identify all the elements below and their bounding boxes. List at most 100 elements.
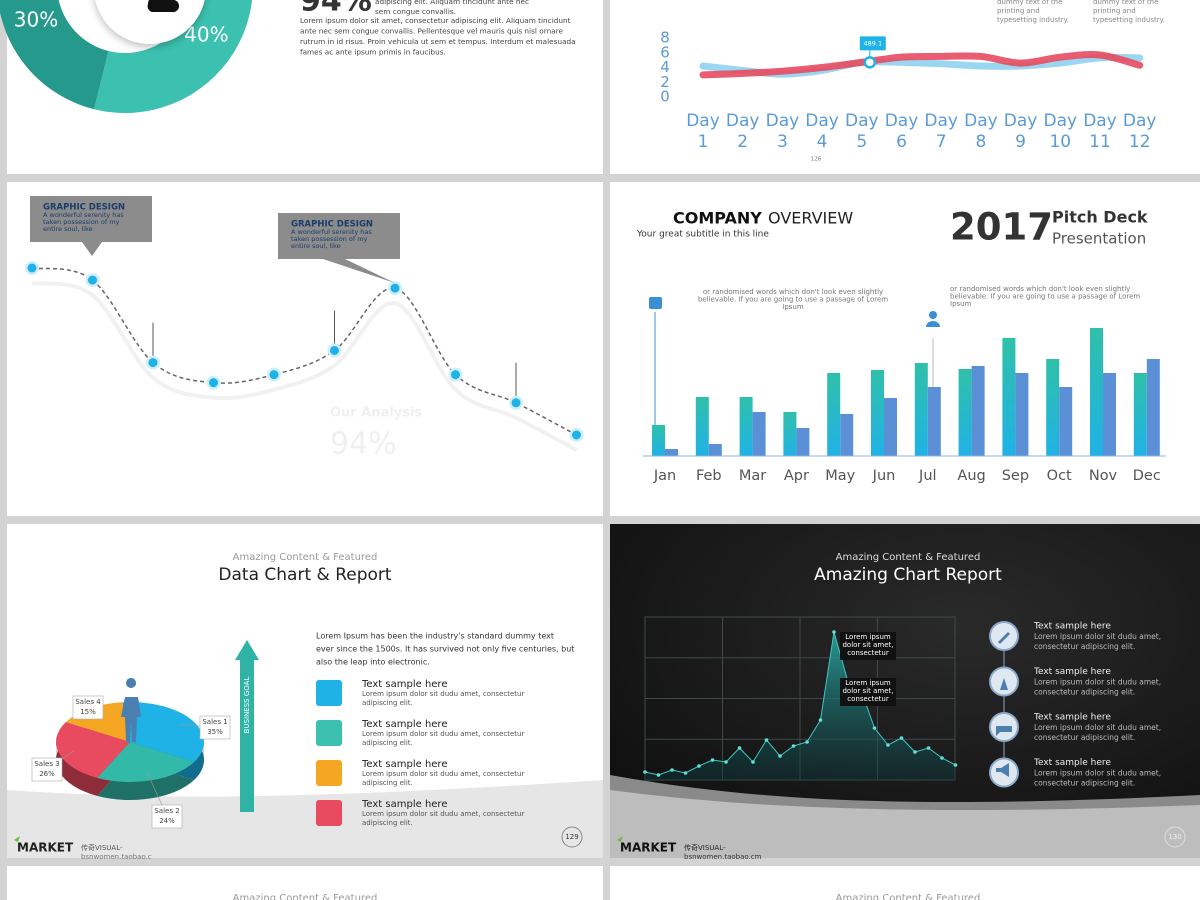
text: adipiscing elit. <box>362 819 413 827</box>
x-tick-label: Day 3 <box>766 111 800 152</box>
donut-label: 30% <box>14 7 58 31</box>
slide <box>610 0 1200 174</box>
point <box>940 756 944 760</box>
point <box>269 370 279 380</box>
x-tick-label: Day 4 <box>805 111 839 152</box>
x-tick-label: Jul <box>918 468 937 484</box>
tooltip <box>840 632 896 660</box>
text: sem congue convallis. <box>375 7 456 16</box>
text: consectetur <box>847 649 889 657</box>
text: Data Chart & Report <box>218 565 391 585</box>
pie-label: Sales 2 <box>154 807 179 815</box>
x-tick-label: Day 5 <box>845 111 879 152</box>
x-tick-label: Jan <box>653 468 676 484</box>
bar <box>739 397 753 456</box>
point <box>913 750 917 754</box>
tooltip <box>859 36 886 51</box>
bar <box>971 366 985 456</box>
item-icon <box>996 726 1012 736</box>
text: 130 <box>1168 833 1181 841</box>
text: Your great subtitle in this line <box>636 230 769 240</box>
text: Our Analysis <box>330 406 422 421</box>
text: entire soul, like <box>291 242 341 250</box>
item-icon <box>996 763 1009 777</box>
point <box>926 746 931 750</box>
bar <box>1146 359 1160 456</box>
wave <box>610 790 1200 858</box>
text: Lorem ipsum dolor sit dudu amet, consect… <box>362 690 524 698</box>
text: typesetting industry. <box>1093 16 1165 24</box>
y-tick-label: 6 <box>660 43 670 61</box>
text: Lorem ipsum dolor sit amet, consectetur … <box>300 16 571 25</box>
point <box>710 758 715 762</box>
bar <box>1133 373 1147 456</box>
pie-slice <box>122 702 205 762</box>
text: consectetur adipiscing elit. <box>1034 688 1135 697</box>
item-icon <box>1000 678 1008 690</box>
bar <box>1090 328 1103 456</box>
bar <box>1103 373 1116 456</box>
slide <box>7 866 603 900</box>
x-tick-label: Day 6 <box>885 111 919 152</box>
text: adipiscing elit. Aliquam tincidunt ante … <box>375 0 529 6</box>
y-tick-label: 0 <box>660 88 670 106</box>
text: Text sample here <box>361 799 447 810</box>
pie-value: 26% <box>39 770 55 778</box>
callout <box>278 213 400 283</box>
x-tick-label: Day 2 <box>726 111 760 152</box>
bar <box>884 398 897 456</box>
bar <box>1046 359 1060 456</box>
bar <box>1002 338 1016 456</box>
text: bsnwomen.taobao.cm <box>684 853 762 861</box>
line-series <box>644 631 956 776</box>
y-tick-label: 2 <box>660 73 670 91</box>
x-tick-label: Feb <box>696 468 722 484</box>
faint-line <box>31 281 578 452</box>
bar <box>871 370 884 456</box>
label-box <box>72 695 104 720</box>
text: consectetur adipiscing elit. <box>1034 642 1135 651</box>
point <box>27 263 37 273</box>
slide <box>610 866 1200 900</box>
point <box>697 764 701 768</box>
point <box>832 630 836 634</box>
text: Lorem ipsum dolor sit dudu amet, <box>1034 723 1161 732</box>
x-tick-label: Nov <box>1089 468 1118 484</box>
text: Lorem ipsum dolor sit dudu amet, consect… <box>362 810 524 818</box>
point <box>953 763 958 767</box>
bar <box>708 444 722 456</box>
bar <box>695 397 709 456</box>
text: taken possession of my <box>43 218 120 226</box>
text: adipiscing elit. <box>362 739 413 747</box>
bar <box>827 373 841 456</box>
tooltip-text: 489.1 <box>863 39 882 47</box>
text: OVERVIEW <box>768 209 853 228</box>
x-tick-label: Day 11 <box>1083 111 1117 152</box>
bar <box>796 428 810 456</box>
pie-value: 35% <box>207 728 223 736</box>
page-badge <box>561 826 583 848</box>
point <box>656 773 661 777</box>
text: typesetting industry. <box>997 16 1069 24</box>
text: Text sample here <box>361 679 447 690</box>
text: Amazing Content & Featured <box>836 552 981 563</box>
text: Text sample here <box>1033 758 1111 768</box>
text: dolor sit amet, <box>842 687 893 695</box>
point <box>683 771 688 775</box>
item-icon <box>998 632 1010 644</box>
icon <box>649 297 662 309</box>
text: consectetur adipiscing elit. <box>1034 779 1135 788</box>
point <box>737 746 742 750</box>
page-badge <box>1164 826 1186 848</box>
line-series <box>31 267 577 436</box>
area <box>645 632 956 780</box>
x-tick-label: Day 9 <box>1004 111 1038 152</box>
text: 129 <box>565 833 578 841</box>
text: Lorem ipsum <box>845 679 891 687</box>
point <box>643 770 647 774</box>
point <box>451 370 460 380</box>
text: believable. If you are going to use a pa… <box>950 293 1140 301</box>
item-swatch <box>316 800 342 826</box>
